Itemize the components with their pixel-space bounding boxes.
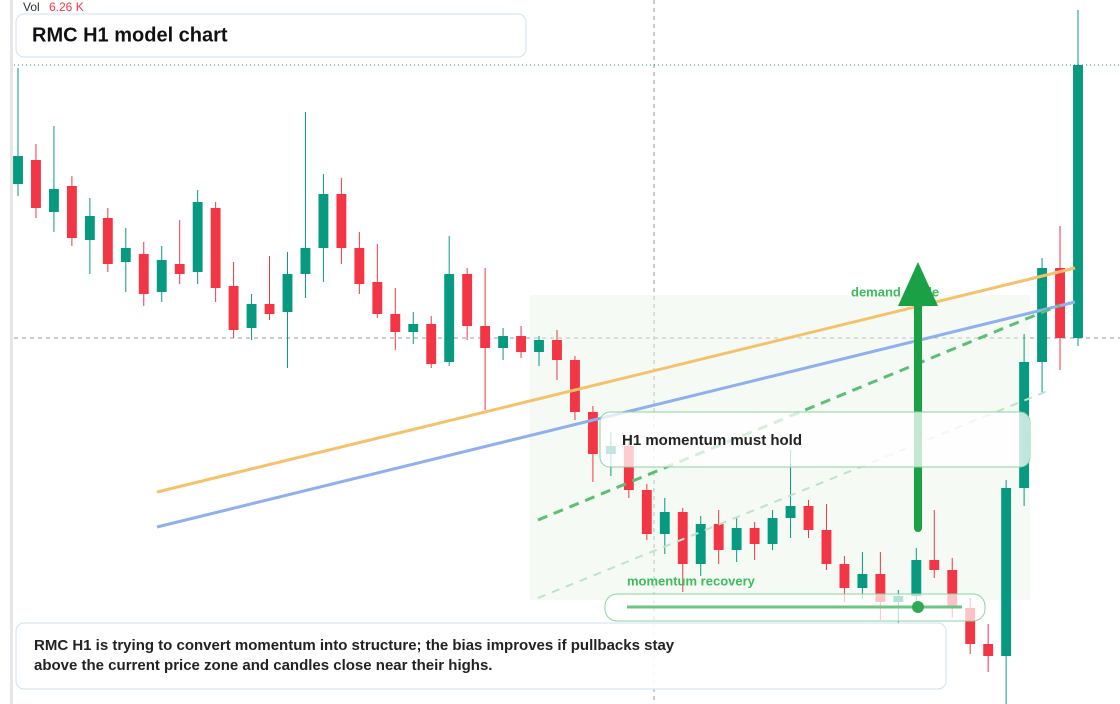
- candle-body: [1001, 488, 1012, 656]
- candle-body: [192, 202, 203, 272]
- candle-body: [480, 326, 491, 348]
- note-container: RMC H1 is trying to convert momentum int…: [34, 637, 675, 674]
- candle-body: [210, 208, 221, 288]
- left-edge: [10, 0, 13, 704]
- candle-body: [623, 446, 634, 490]
- candle-body: [408, 324, 419, 332]
- candle-body: [228, 286, 239, 330]
- candle-body: [138, 254, 149, 294]
- annotation-box: [599, 411, 1031, 468]
- candle-body: [839, 564, 850, 588]
- candle-body: [1073, 65, 1083, 338]
- candle-body: [354, 248, 365, 284]
- candle-body: [174, 264, 185, 274]
- candle-body: [246, 304, 257, 328]
- recovery-dot: [912, 601, 924, 613]
- candle-body: [318, 194, 329, 248]
- candle-body: [731, 528, 742, 550]
- candle-body: [857, 574, 868, 588]
- annotation-text: H1 momentum must hold: [622, 432, 802, 449]
- note-box: [15, 622, 947, 690]
- candle-body: [13, 156, 23, 184]
- dashed-channel: [537, 303, 1061, 522]
- candle-body: [534, 340, 544, 352]
- candle-body: [282, 274, 293, 312]
- volume-label: Vol: [23, 0, 40, 14]
- candle-body: [264, 304, 275, 314]
- candle-body: [587, 412, 598, 454]
- candle-body: [965, 608, 976, 644]
- candle-body: [498, 336, 509, 348]
- candle-body: [84, 216, 95, 240]
- candle-body: [102, 218, 113, 264]
- candle-body: [1037, 268, 1048, 362]
- candle-body: [929, 560, 940, 570]
- recovery-label: momentum recovery: [627, 573, 756, 588]
- candle-body: [156, 260, 167, 292]
- candle-body: [336, 194, 347, 248]
- candle-body: [821, 530, 832, 564]
- dashed-channel-light: [537, 389, 1051, 599]
- candle-body: [444, 274, 455, 362]
- candle-body: [911, 560, 922, 596]
- candle-body: [372, 282, 383, 314]
- candle-body: [462, 274, 473, 326]
- candle-body: [677, 512, 688, 564]
- candle-body: [1055, 268, 1065, 338]
- candle-body: [695, 524, 706, 564]
- candle-body: [767, 518, 778, 544]
- candle-body: [48, 189, 59, 212]
- title-box: [15, 13, 527, 58]
- candle-body: [300, 248, 311, 274]
- candle-body: [875, 574, 886, 602]
- candle-body: [947, 570, 958, 608]
- candle-body: [641, 490, 652, 534]
- candle-body: [552, 340, 562, 360]
- candle-body: [803, 506, 814, 530]
- candle-body: [390, 314, 401, 332]
- candle-body: [516, 336, 526, 352]
- chart-title: RMC H1 model chart: [32, 24, 228, 46]
- candle-body: [713, 524, 724, 550]
- note-text: RMC H1 is trying to convert momentum int…: [34, 637, 675, 674]
- candle-body: [749, 528, 760, 544]
- volume-value: 6.26 K: [49, 0, 84, 14]
- candle-body: [785, 506, 796, 518]
- candle-body: [570, 360, 580, 412]
- candle-body: [659, 512, 670, 534]
- candle-body: [120, 248, 131, 262]
- candle-body: [66, 186, 77, 238]
- candle-body: [983, 644, 994, 656]
- candle-body: [426, 324, 437, 364]
- candle-body: [31, 160, 41, 208]
- arrow-head: [898, 262, 938, 306]
